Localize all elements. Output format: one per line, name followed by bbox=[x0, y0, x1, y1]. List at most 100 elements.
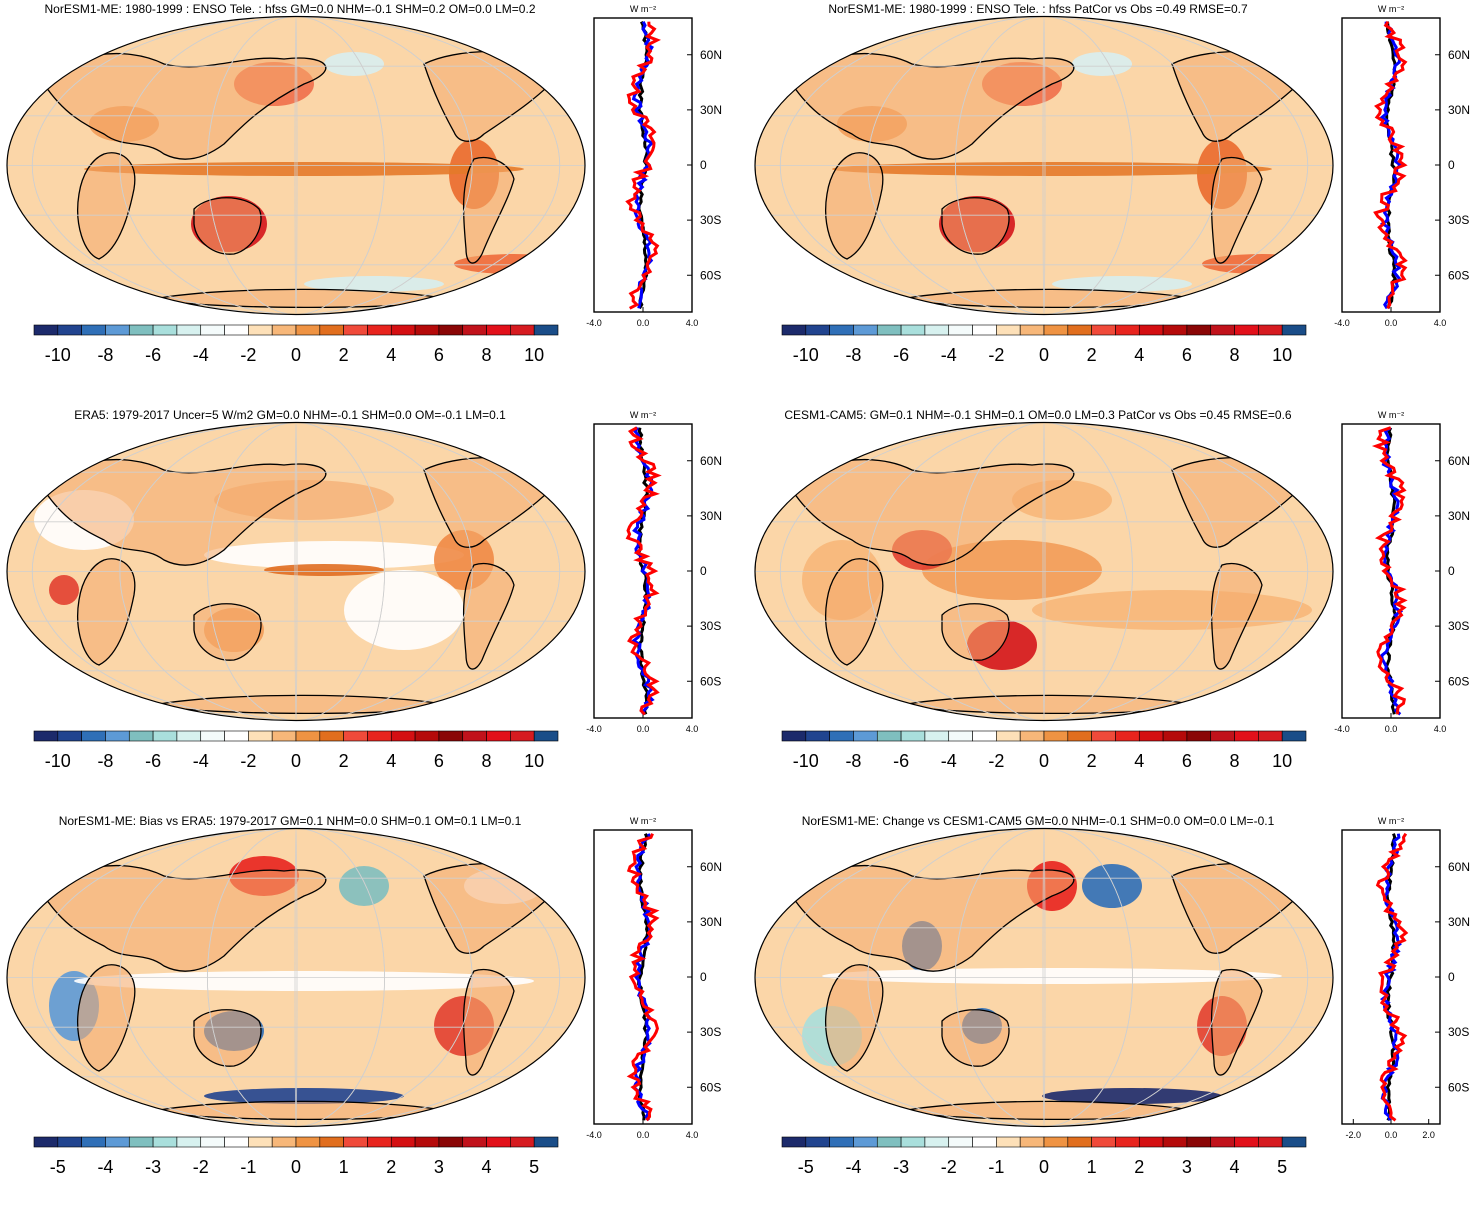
colorbar: -10 -8 -6 -4 -2 0 2 4 6 8 10 bbox=[33, 730, 559, 775]
colorbar-swatch bbox=[105, 730, 130, 742]
zonal-lat-label: 30N bbox=[700, 103, 722, 117]
colorbar-swatch bbox=[853, 730, 878, 742]
colorbar-tick-label: -10 bbox=[793, 345, 819, 365]
colorbar-tick-label: 0 bbox=[1039, 345, 1049, 365]
zonal-units: W m⁻² bbox=[1378, 816, 1404, 826]
world-map bbox=[752, 14, 1336, 317]
grid-meridian bbox=[955, 828, 1133, 1127]
colorbar-swatch bbox=[996, 730, 1021, 742]
colorbar-swatch bbox=[829, 1136, 854, 1148]
colorbar-swatch bbox=[33, 324, 59, 336]
colorbar-swatch bbox=[900, 324, 926, 336]
colorbar-swatch bbox=[510, 730, 535, 742]
grid-meridian bbox=[119, 16, 473, 315]
zonal-series-line bbox=[630, 426, 655, 715]
coastline bbox=[193, 1009, 262, 1067]
colorbar-tick-label: 10 bbox=[1272, 751, 1292, 771]
colorbar-tick-label: -4 bbox=[941, 345, 957, 365]
colorbar-tick-label: 4 bbox=[386, 751, 396, 771]
grid-meridian bbox=[867, 16, 1221, 315]
colorbar-swatch bbox=[295, 730, 321, 742]
colorbar-swatch bbox=[295, 1136, 321, 1148]
colorbar-swatch bbox=[176, 730, 202, 742]
zonal-x-label: 2.0 bbox=[1422, 1130, 1435, 1140]
grid-meridian bbox=[955, 16, 1133, 315]
zonal-units: W m⁻² bbox=[630, 410, 656, 420]
colorbar-swatch bbox=[1210, 1136, 1235, 1148]
zonal-series-line bbox=[1379, 21, 1403, 310]
coastline bbox=[43, 864, 327, 972]
colorbar-swatch bbox=[486, 324, 511, 336]
zonal-mean-plot: W m⁻² 60N 30N 0 30S 60S -4.0 0.0 4.0 bbox=[586, 406, 736, 756]
colorbar-tick-label: 2 bbox=[386, 1157, 396, 1177]
colorbar-tick-label: 2 bbox=[1087, 751, 1097, 771]
grid-meridian bbox=[31, 16, 561, 315]
colorbar-swatch bbox=[176, 324, 202, 336]
coastline bbox=[193, 603, 262, 661]
colorbar-tick-label: 8 bbox=[482, 751, 492, 771]
field-anomaly bbox=[84, 162, 524, 176]
field-anomaly bbox=[1072, 52, 1132, 76]
zonal-lat-label: 60N bbox=[1448, 454, 1470, 468]
panel-title: NorESM1-ME: 1980-1999 : ENSO Tele. : hfs… bbox=[44, 2, 536, 16]
colorbar-swatch bbox=[781, 730, 807, 742]
colorbar-swatch bbox=[1186, 730, 1212, 742]
colorbar-swatch bbox=[367, 324, 392, 336]
colorbar-tick-label: 0 bbox=[291, 345, 301, 365]
colorbar-swatch bbox=[829, 324, 854, 336]
colorbar-swatch bbox=[271, 324, 297, 336]
colorbar-swatch bbox=[948, 1136, 973, 1148]
colorbar-swatch bbox=[972, 730, 997, 742]
colorbar-swatch bbox=[805, 1136, 830, 1148]
field-anomaly bbox=[324, 52, 384, 76]
zonal-units: W m⁻² bbox=[630, 4, 656, 14]
panel-title: NorESM1-ME: Change vs CESM1-CAM5 GM=0.0 … bbox=[801, 814, 1275, 828]
colorbar-swatch bbox=[510, 324, 535, 336]
zonal-lat-label: 60N bbox=[1448, 860, 1470, 874]
field-anomaly bbox=[204, 1088, 404, 1104]
colorbar-swatch bbox=[1019, 324, 1045, 336]
colorbar-swatch bbox=[900, 1136, 926, 1148]
zonal-lat-label: 60S bbox=[1448, 674, 1469, 688]
colorbar-swatch bbox=[1258, 730, 1283, 742]
colorbar-tick-label: -8 bbox=[97, 751, 113, 771]
grid-meridian bbox=[294, 16, 298, 315]
colorbar-swatch bbox=[390, 324, 416, 336]
zonal-x-label: -2.0 bbox=[1346, 1130, 1362, 1140]
colorbar-swatch bbox=[948, 324, 973, 336]
zonal-lat-label: 60S bbox=[700, 1080, 721, 1094]
field-anomaly bbox=[822, 968, 1282, 984]
zonal-lat-label: 60N bbox=[1448, 48, 1470, 62]
zonal-x-label: -4.0 bbox=[586, 1130, 602, 1140]
colorbar-tick-label: -2 bbox=[988, 751, 1004, 771]
zonal-lat-label: 0 bbox=[1448, 564, 1455, 578]
colorbar-swatch bbox=[438, 324, 464, 336]
colorbar-swatch bbox=[1186, 324, 1212, 336]
coastline bbox=[462, 562, 515, 670]
coastline bbox=[43, 458, 327, 566]
grid-meridian bbox=[779, 16, 1309, 315]
colorbar-swatch bbox=[33, 1136, 59, 1148]
colorbar-tick-label: -4 bbox=[97, 1157, 113, 1177]
coastline bbox=[1210, 562, 1263, 670]
colorbar-swatch bbox=[319, 730, 344, 742]
grid-meridian bbox=[119, 422, 473, 721]
zonal-frame bbox=[593, 17, 693, 313]
colorbar-swatch bbox=[924, 730, 950, 742]
colorbar-swatch bbox=[1115, 324, 1140, 336]
world-map bbox=[752, 420, 1336, 723]
zonal-x-label: -4.0 bbox=[1334, 724, 1350, 734]
colorbar-swatch bbox=[1281, 1136, 1307, 1148]
coastline bbox=[462, 968, 515, 1076]
colorbar: -5 -4 -3 -2 -1 0 1 2 3 4 5 bbox=[781, 1136, 1307, 1181]
colorbar: -10 -8 -6 -4 -2 0 2 4 6 8 10 bbox=[781, 324, 1307, 369]
panel-title: CESM1-CAM5: GM=0.1 NHM=-0.1 SHM=0.1 OM=0… bbox=[784, 408, 1292, 422]
colorbar-tick-label: 3 bbox=[1182, 1157, 1192, 1177]
colorbar-tick-label: 4 bbox=[386, 345, 396, 365]
zonal-lat-label: 30S bbox=[700, 213, 721, 227]
colorbar-swatch bbox=[224, 730, 249, 742]
colorbar-swatch bbox=[295, 324, 321, 336]
colorbar-swatch bbox=[1138, 1136, 1164, 1148]
zonal-lat-label: 30S bbox=[700, 1025, 721, 1039]
colorbar-swatch bbox=[1162, 1136, 1188, 1148]
